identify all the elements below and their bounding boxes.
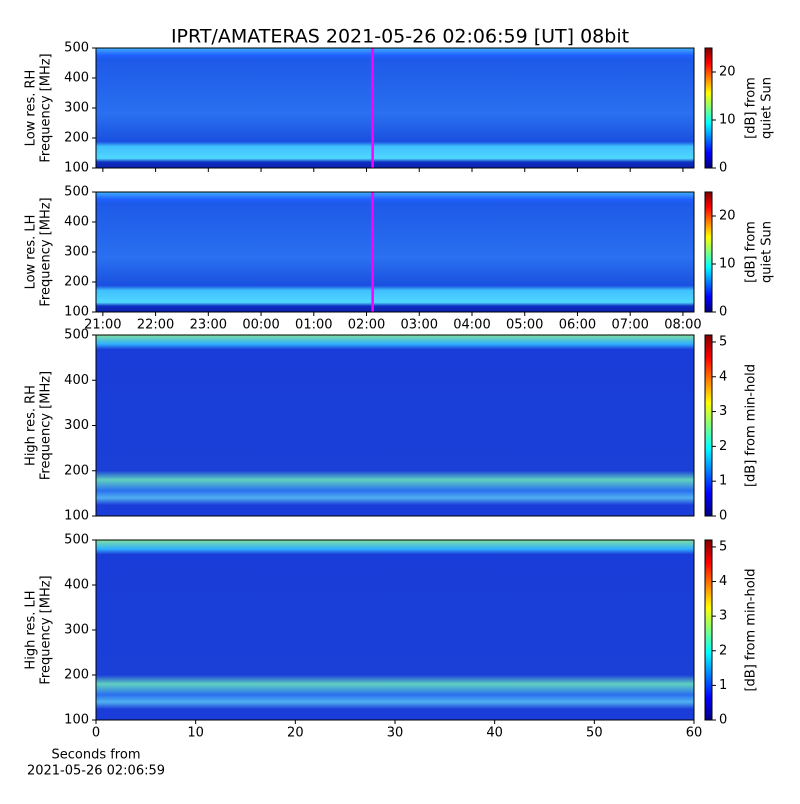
x-tick-label: 0 — [92, 726, 100, 741]
chart-title: IPRT/AMATERAS 2021-05-26 02:06:59 [UT] 0… — [171, 26, 629, 48]
colorbar-tick-label: 0 — [719, 713, 727, 728]
colorbar-tick-label: 4 — [719, 369, 727, 384]
y-tick-label: 300 — [64, 418, 89, 433]
colorbar-tick-label: 3 — [719, 609, 727, 624]
x-tick-label: 06:00 — [559, 318, 596, 333]
y-tick-label: 300 — [64, 623, 89, 638]
y-tick-label: 500 — [64, 185, 89, 200]
colorbar-tick-label: 0 — [719, 305, 727, 320]
x-tick-label: 21:00 — [84, 318, 121, 333]
x-tick-label: 03:00 — [401, 318, 438, 333]
x-tick-label: 07:00 — [611, 318, 648, 333]
y-tick-label: 400 — [64, 578, 89, 593]
x-tick-label: 00:00 — [242, 318, 279, 333]
spectrogram — [96, 192, 694, 312]
y-tick-label: 400 — [64, 373, 89, 388]
y-axis-label: Frequency [MHz] — [39, 53, 54, 162]
y-axis-label: Frequency [MHz] — [39, 371, 54, 480]
y-tick-label: 100 — [64, 161, 89, 176]
x-axis-label: Seconds from — [51, 748, 140, 763]
y-tick-label: 500 — [64, 533, 89, 548]
y-axis-label: High res. LH — [24, 590, 39, 669]
colorbar-tick-label: 3 — [719, 404, 727, 419]
colorbar-label: [dB] from min-hold — [744, 364, 759, 487]
y-tick-label: 200 — [64, 275, 89, 290]
spectrogram — [96, 335, 694, 516]
x-tick-label: 02:00 — [348, 318, 385, 333]
x-tick-label: 50 — [586, 726, 603, 741]
y-tick-label: 500 — [64, 328, 89, 343]
x-tick-label: 08:00 — [664, 318, 701, 333]
colorbar — [704, 191, 713, 313]
y-axis-label: Low res. RH — [24, 70, 39, 147]
y-axis-label: Frequency [MHz] — [39, 197, 54, 306]
colorbar-tick-label: 5 — [719, 539, 727, 554]
colorbar-tick-label: 2 — [719, 439, 727, 454]
y-axis-label: Frequency [MHz] — [39, 575, 54, 684]
x-tick-label: 23:00 — [190, 318, 227, 333]
colorbar-tick-label: 1 — [719, 678, 727, 693]
x-tick-label: 22:00 — [137, 318, 174, 333]
y-tick-label: 400 — [64, 215, 89, 230]
y-tick-label: 200 — [64, 463, 89, 478]
y-tick-label: 200 — [64, 131, 89, 146]
colorbar-tick-label: 4 — [719, 574, 727, 589]
colorbar-tick-label: 2 — [719, 643, 727, 658]
colorbar-label: quiet Sun — [760, 221, 775, 283]
y-axis-label: Low res. LH — [24, 215, 39, 290]
spectrogram — [96, 540, 694, 720]
y-tick-label: 100 — [64, 509, 89, 524]
x-tick-label: 40 — [486, 726, 503, 741]
colorbar-tick-label: 0 — [719, 161, 727, 176]
colorbar — [704, 334, 713, 517]
x-tick-label: 01:00 — [295, 318, 332, 333]
colorbar-tick-label: 10 — [719, 113, 736, 128]
x-tick-label: 04:00 — [453, 318, 490, 333]
colorbar-tick-label: 5 — [719, 334, 727, 349]
x-tick-label: 60 — [686, 726, 703, 741]
colorbar — [704, 47, 713, 169]
y-tick-label: 200 — [64, 668, 89, 683]
x-tick-label: 30 — [387, 726, 404, 741]
x-axis-label: 2021-05-26 02:06:59 — [27, 764, 165, 779]
colorbar-label: [dB] from — [744, 221, 759, 283]
y-tick-label: 400 — [64, 71, 89, 86]
x-tick-label: 05:00 — [506, 318, 543, 333]
x-tick-label: 20 — [287, 726, 304, 741]
y-tick-label: 100 — [64, 305, 89, 320]
y-tick-label: 300 — [64, 101, 89, 116]
colorbar-tick-label: 0 — [719, 509, 727, 524]
y-tick-label: 300 — [64, 245, 89, 260]
colorbar-label: [dB] from — [744, 77, 759, 139]
colorbar-label: quiet Sun — [760, 77, 775, 139]
x-tick-label: 10 — [187, 726, 204, 741]
colorbar-tick-label: 1 — [719, 474, 727, 489]
colorbar-label: [dB] from min-hold — [744, 568, 759, 691]
colorbar — [704, 539, 713, 721]
colorbar-tick-label: 20 — [719, 209, 736, 224]
spectrogram — [96, 48, 694, 168]
y-axis-label: High res. RH — [24, 385, 39, 466]
colorbar-tick-label: 10 — [719, 257, 736, 272]
y-tick-label: 100 — [64, 713, 89, 728]
y-tick-label: 500 — [64, 41, 89, 56]
colorbar-tick-label: 20 — [719, 65, 736, 80]
